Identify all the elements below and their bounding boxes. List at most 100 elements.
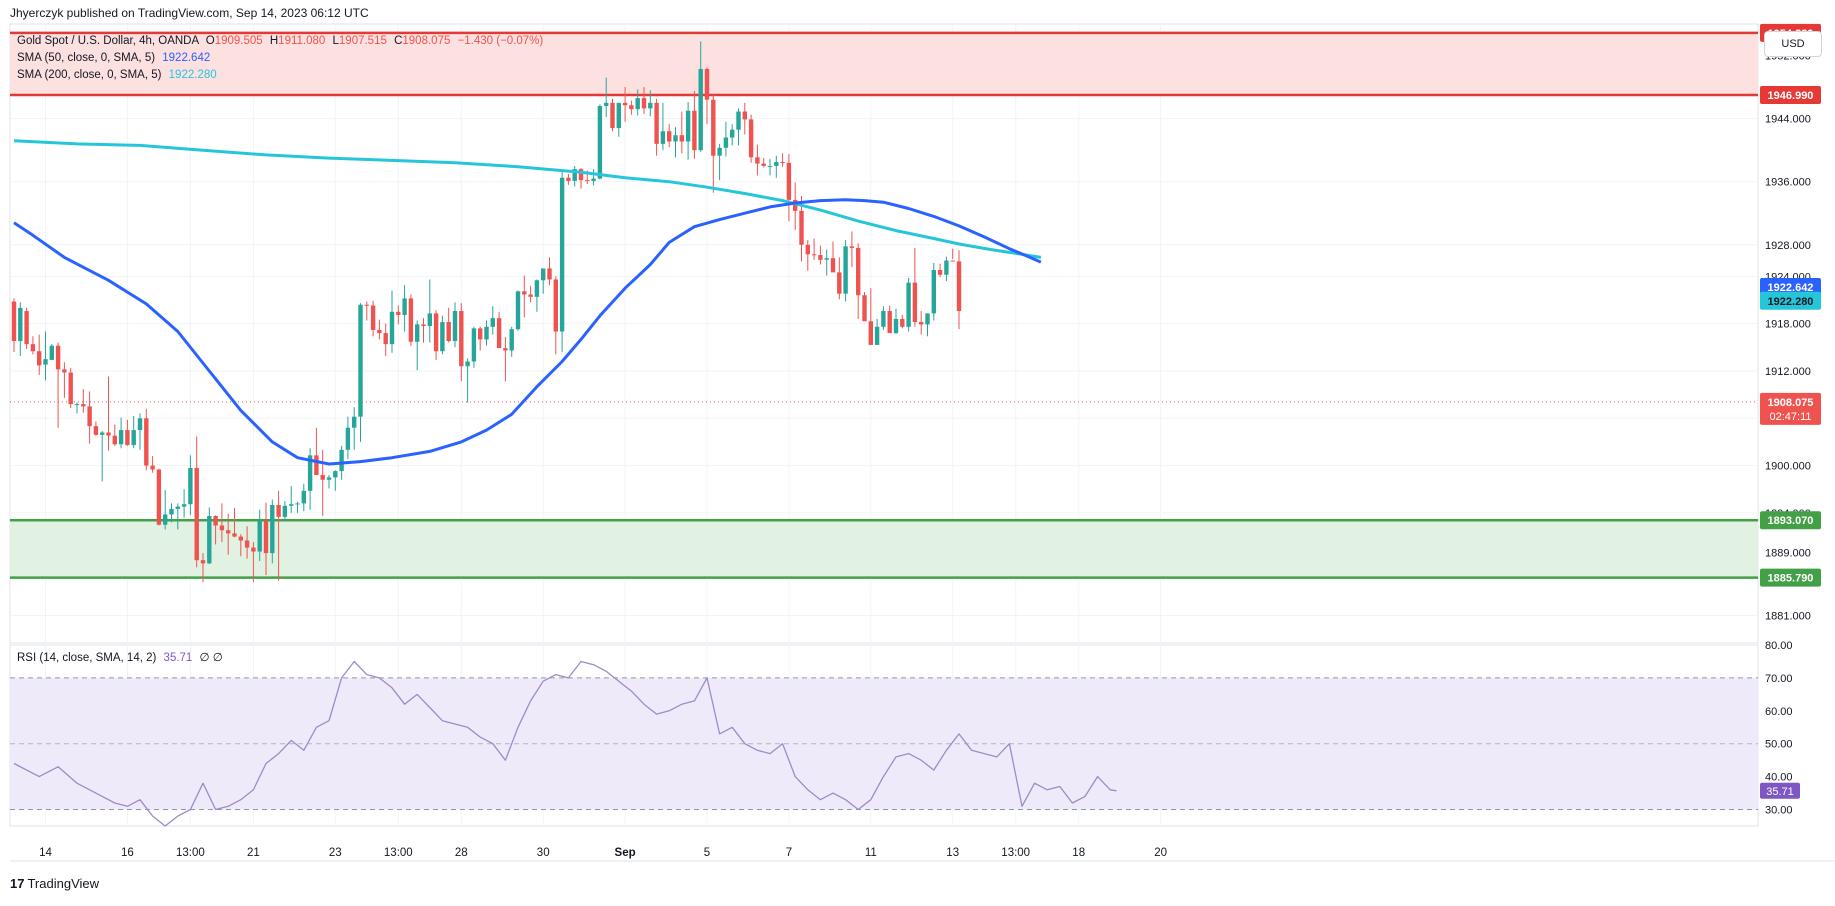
candle-body	[937, 270, 943, 275]
currency-button[interactable]: USD	[1764, 31, 1822, 57]
ohlc-open: 1909.505	[214, 35, 263, 47]
x-axis-tick-label: 28	[455, 847, 468, 859]
candle-body	[641, 98, 647, 109]
candle-body	[874, 326, 880, 345]
sma200-tag-bg	[1760, 291, 1821, 310]
resistance-bottom-tag: 1946.990	[1768, 90, 1814, 102]
sma200-tag: 1922.280	[1768, 296, 1814, 308]
candle-body	[352, 416, 357, 428]
candle-body	[786, 162, 792, 200]
candle-body	[11, 301, 17, 341]
rsi-legend[interactable]: RSI (14, close, SMA, 14, 2) 35.71 ∅ ∅	[17, 650, 223, 664]
candle-body	[509, 329, 514, 351]
candle-body	[219, 525, 225, 531]
candle-body	[163, 514, 168, 525]
tradingview-logo-text: TradingView	[27, 876, 100, 891]
candle-body	[572, 169, 577, 181]
tradingview-logo[interactable]: 17 TradingView	[10, 876, 99, 891]
rsi-value-tag-bg	[1760, 782, 1800, 799]
candle-body	[150, 465, 155, 470]
sma200-legend[interactable]: SMA (200, close, 0, SMA, 5) 1922.280	[17, 69, 217, 81]
candle-body	[213, 516, 218, 526]
candle-body	[207, 516, 212, 564]
support-zone	[10, 520, 1758, 578]
rsi-legend-label: RSI (14, close, SMA, 14, 2)	[17, 652, 157, 664]
sma50-tag-bg	[1760, 278, 1821, 297]
sma200-line	[13, 139, 1042, 259]
x-axis-tick-label: 13:00	[176, 847, 205, 859]
candle-body	[81, 404, 86, 407]
candle-body	[856, 247, 861, 296]
candle-body	[767, 165, 773, 167]
candle-body	[364, 304, 369, 306]
rsi-line	[13, 660, 1117, 827]
candle-body	[799, 210, 804, 245]
candle-body	[585, 180, 590, 182]
candle-body	[515, 291, 521, 330]
y-axis-tick-label: 1944.000	[1765, 114, 1811, 126]
candle-body	[402, 298, 407, 315]
candle-body	[326, 477, 332, 480]
support-top-tag-bg	[1760, 511, 1821, 530]
candle-body	[547, 268, 552, 280]
candle-body	[370, 305, 376, 330]
countdown-tag: 02:47:11	[1769, 411, 1811, 423]
candle-body	[843, 246, 848, 294]
candle-body	[100, 432, 105, 435]
symbol-title[interactable]: Gold Spot / U.S. Dollar, 4h, OANDA	[17, 35, 199, 47]
support-bottom-tag: 1885.790	[1768, 573, 1814, 585]
candle-body	[673, 135, 678, 142]
sma50-line	[13, 198, 1042, 466]
x-axis-tick-label: 30	[537, 847, 550, 859]
candle-body	[478, 328, 483, 340]
candle-body	[257, 520, 262, 552]
candle-body	[755, 157, 760, 164]
candle-body	[118, 430, 124, 445]
candle-body	[919, 322, 924, 325]
candle-body	[452, 311, 458, 341]
sma200-legend-value: 1922.280	[168, 69, 217, 81]
y-axis-tick-label: 1900.000	[1765, 461, 1811, 473]
x-axis-tick-label: 16	[121, 847, 134, 859]
candle-body	[389, 311, 395, 345]
candle-body	[597, 106, 603, 179]
rsi-legend-extra: ∅ ∅	[199, 652, 223, 664]
candle-body	[698, 68, 703, 151]
rsi-axis-tick-label: 70.00	[1765, 673, 1793, 685]
last-price-tag: 1908.075	[1768, 397, 1814, 409]
candle-body	[830, 258, 836, 273]
candle-body	[591, 178, 596, 181]
sma50-tag: 1922.642	[1768, 282, 1814, 294]
candle-body	[320, 475, 325, 480]
candle-body	[125, 430, 130, 446]
candle-body	[629, 105, 634, 110]
candle-body	[270, 505, 275, 554]
tradingview-logo-mark: 17	[10, 876, 25, 891]
candle-body	[793, 199, 798, 211]
candle-body	[654, 102, 659, 144]
sma50-legend-value: 1922.642	[162, 52, 211, 64]
publisher-banner: Jhyerczyk published on TradingView.com, …	[10, 6, 369, 20]
candle-body	[616, 102, 621, 129]
y-axis-tick-label: 1889.000	[1765, 547, 1811, 559]
candle-body	[849, 246, 855, 248]
candle-body	[18, 307, 23, 341]
candle-body	[238, 536, 243, 541]
candle-body	[893, 318, 899, 334]
y-axis-tick-label: 1918.000	[1765, 319, 1811, 331]
candle-body	[24, 311, 29, 345]
sma50-legend[interactable]: SMA (50, close, 0, SMA, 5) 1922.642	[17, 52, 210, 64]
candle-body	[522, 291, 527, 295]
candle-body	[824, 258, 829, 260]
candle-body	[528, 294, 533, 297]
candle-body	[251, 547, 256, 552]
candle-body	[307, 455, 313, 491]
candle-body	[263, 520, 269, 554]
candle-body	[106, 432, 111, 436]
candle-body	[950, 260, 955, 262]
x-axis-tick-label: Sep	[615, 847, 636, 859]
candle-body	[900, 318, 905, 327]
candle-body	[685, 110, 691, 142]
symbol-legend: Gold Spot / U.S. Dollar, 4h, OANDA O1909…	[17, 35, 544, 47]
